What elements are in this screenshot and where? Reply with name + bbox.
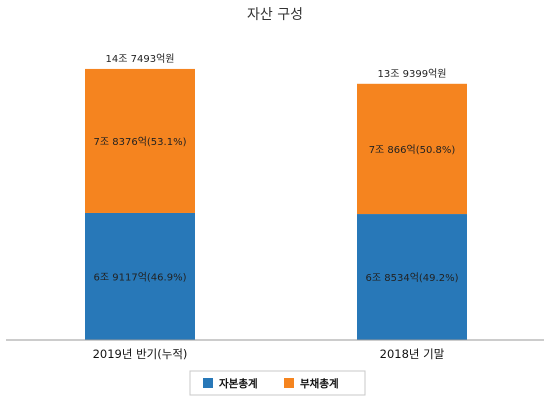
legend: 자본총계 부채총계 bbox=[189, 370, 366, 396]
legend-label-liabilities: 부채총계 bbox=[300, 377, 339, 390]
bar-label-equity-1: 6조 9117억(46.9%) bbox=[94, 271, 187, 283]
chart-title: 자산 구성 bbox=[247, 7, 303, 23]
bar-label-liabilities-1: 7조 8376억(53.1%) bbox=[94, 136, 187, 148]
bar-equity-2 bbox=[357, 214, 467, 340]
total-label-1: 14조 7493억원 bbox=[106, 53, 175, 65]
legend-swatch-equity bbox=[203, 378, 213, 388]
bar-label-liabilities-2: 7조 866억(50.8%) bbox=[369, 144, 456, 156]
bar-liabilities-2 bbox=[357, 83, 467, 215]
category-label-1: 2019년 반기(누적) bbox=[93, 347, 188, 361]
legend-swatch-liabilities bbox=[284, 378, 294, 388]
bar-label-equity-2: 6조 8534억(49.2%) bbox=[366, 272, 459, 284]
plot-area: 6조 9117억(46.9%) 7조 8376억(53.1%) 14조 7493억원… bbox=[85, 53, 467, 340]
bar-liabilities-1 bbox=[85, 68, 195, 213]
legend-label-equity: 자본총계 bbox=[219, 377, 258, 390]
legend-box bbox=[189, 370, 366, 396]
category-label-2: 2018년 기말 bbox=[380, 347, 445, 361]
bar-equity-1 bbox=[85, 212, 195, 340]
total-label-2: 13조 9399억원 bbox=[378, 68, 447, 80]
category-labels: 2019년 반기(누적) 2018년 기말 bbox=[93, 347, 445, 361]
